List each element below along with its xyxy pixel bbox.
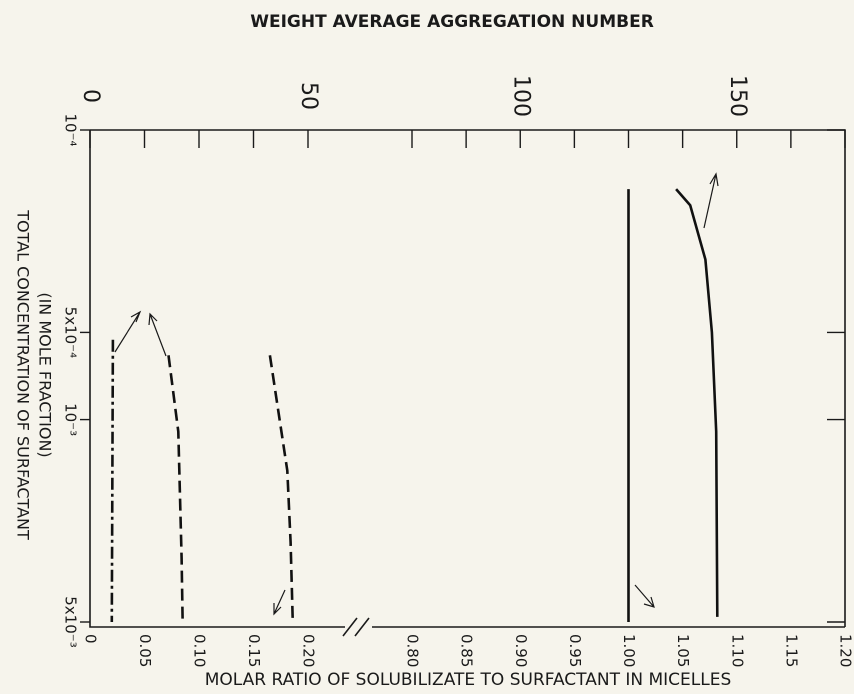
- axis-frame: [89, 129, 846, 628]
- arrow: [148, 312, 167, 357]
- curve: [110, 339, 115, 623]
- top-tick-label: 0: [78, 89, 103, 103]
- y-tick-label: 5x10⁻⁴: [62, 307, 80, 358]
- x-tick-label: 0.20: [300, 634, 318, 667]
- x-tick-label: 0.90: [512, 634, 530, 667]
- arrow: [634, 584, 655, 608]
- x-tick-label: 0.85: [458, 634, 476, 667]
- x-axis-title: MOLAR RATIO OF SOLUBILIZATE TO SURFACTAN…: [205, 670, 732, 690]
- x-tick-label: 1.20: [837, 634, 854, 667]
- top-tick-label: 150: [725, 75, 750, 117]
- x-tick-label: 1.15: [782, 634, 800, 667]
- x-tick-label: 0.80: [404, 634, 422, 667]
- x-tick-label: 0: [82, 634, 100, 644]
- y-axis-title: TOTAL CONCENTRATION OF SURFACTANT: [14, 209, 33, 540]
- arrow: [114, 310, 142, 353]
- curve: [268, 355, 294, 620]
- y-tick-label: 10⁻³: [62, 403, 80, 436]
- curve: [675, 188, 719, 617]
- top-axis-title: WEIGHT AVERAGE AGGREGATION NUMBER: [250, 12, 654, 32]
- x-tick-label: 1.05: [674, 634, 692, 667]
- top-tick-label: 100: [508, 75, 533, 117]
- x-tick-label: 1.00: [620, 634, 638, 667]
- x-tick-label: 0.10: [191, 634, 209, 667]
- x-tick-label: 0.05: [136, 634, 154, 667]
- y-axis-title: (IN MOLE FRACTION): [36, 292, 55, 457]
- x-tick-label: 0.95: [566, 634, 584, 667]
- axis-break: [342, 617, 370, 637]
- top-tick-label: 50: [296, 82, 321, 110]
- curve: [167, 355, 184, 620]
- x-tick-label: 1.10: [728, 634, 746, 667]
- arrow: [273, 589, 286, 616]
- y-tick-label: 10⁻⁴: [62, 113, 80, 146]
- y-tick-label: 5x10⁻³: [62, 596, 80, 647]
- arrow: [703, 172, 719, 229]
- x-tick-label: 0.15: [245, 634, 263, 667]
